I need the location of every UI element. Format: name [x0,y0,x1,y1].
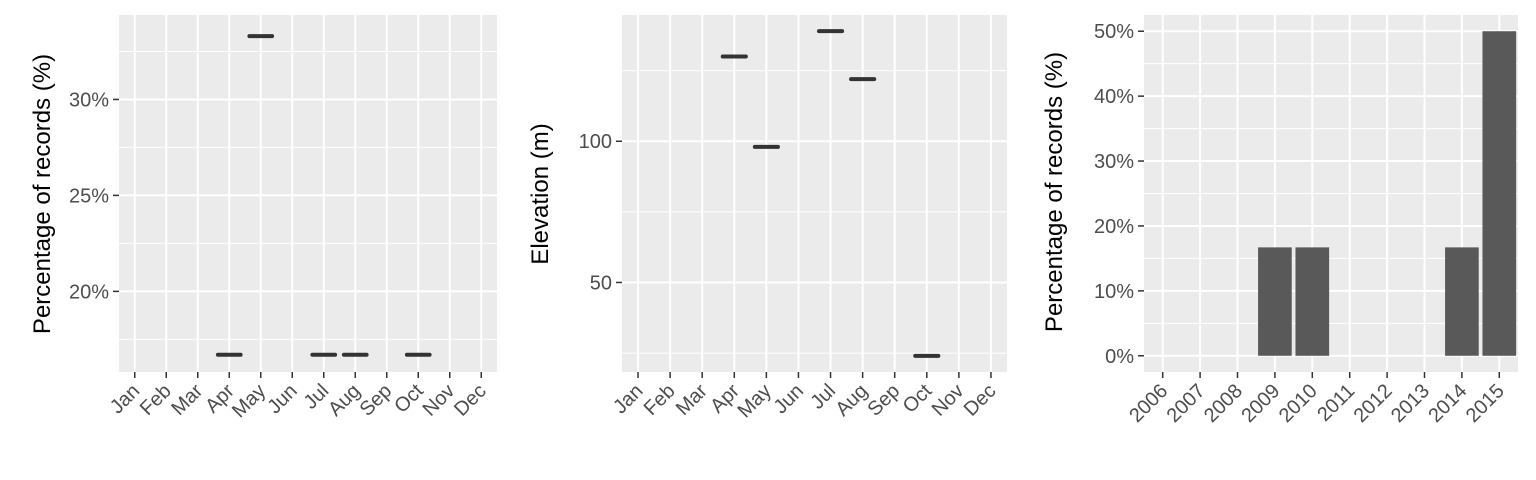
p2-ylabel: Elevation (m) [527,123,554,264]
p2-xtick-label: Jan [609,380,647,418]
p3-ytick-label: 50% [1094,21,1134,43]
p1-ytick-label: 25% [69,185,109,207]
p3-xtick-label: 2014 [1424,380,1471,427]
p2-xtick-label: Aug [831,380,872,421]
p1-xtick-label: Jan [106,380,144,418]
p1-panel-background [119,15,497,372]
p3-ytick-label: 10% [1094,281,1134,303]
p1-ytick-label: 20% [69,281,109,303]
p2-panel-background [622,15,1007,372]
p1-xtick-label: Jun [263,380,301,418]
p3-xtick-label: 2013 [1387,380,1434,427]
p3-xtick-label: 2015 [1462,380,1509,427]
p1-ylabel: Percentage of records (%) [29,54,56,334]
p1-xtick-label: Sep [356,380,397,421]
p3-ytick-label: 0% [1105,346,1134,368]
p3-ytick-label: 40% [1094,86,1134,108]
p2-xtick-label: May [734,380,776,422]
p3-xtick-label: 2011 [1313,380,1359,426]
p3-bar-2015 [1482,31,1517,356]
p1-xtick-label: Mar [167,380,207,420]
p2-xtick-label: Jun [770,380,808,418]
chart-year-percentage: Percentage of records (%) 0% 10% 20% 30% 40%… [1041,15,1518,427]
p1-xtick-label: Nov [419,380,460,421]
p2-xtick-label: Sep [864,380,905,421]
p1-ytick-label: 30% [69,89,109,111]
p3-ytick-label: 30% [1094,151,1134,173]
p3-bar-2009 [1258,247,1292,356]
p1-xtick-label: Aug [324,380,365,421]
p3-xtick-label: 2012 [1350,380,1397,427]
p3-xtick-label: 2009 [1237,380,1284,427]
p2-ytick-label: 50 [590,272,612,294]
p3-bar-2010 [1295,247,1330,356]
p2-xtick-label: Nov [928,380,969,421]
p2-xtick-label: Mar [672,380,712,420]
p3-xtick-label: 2006 [1125,380,1172,427]
p3-ytick-label: 20% [1094,216,1134,238]
p2-xtick-label: Oct [899,380,937,418]
p1-xtick-label: Feb [136,380,176,420]
p1-xtick-label: Dec [450,380,491,421]
p3-bar-2014 [1445,247,1479,356]
p3-ylabel: Percentage of records (%) [1041,52,1068,332]
p2-xtick-label: Dec [960,380,1001,421]
p3-xtick-label: 2010 [1275,380,1322,427]
p2-xtick-label: Feb [640,380,680,420]
p2-ytick-label: 100 [579,131,612,153]
p3-xtick-label: 2008 [1200,380,1247,427]
chart-month-percentage: Percentage of records (%) 20% 25% 30% JanFe… [29,15,497,422]
p3-xtick-label: 2007 [1163,380,1210,427]
p1-xtick-label: Oct [390,380,428,418]
chart-month-elevation: Elevation (m) 50100JanFebMarAprMayJunJul… [527,15,1007,422]
